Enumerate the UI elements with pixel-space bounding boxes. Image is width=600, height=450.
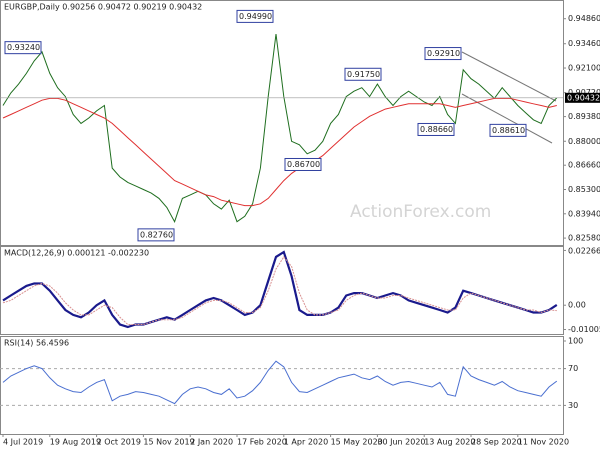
- panel-frame: [0, 246, 564, 335]
- annotation-label: 0.88610: [492, 126, 525, 135]
- panel-frame: [0, 336, 564, 435]
- series-line: [2, 250, 558, 329]
- x-tick-label: 28 Sep 2020: [471, 438, 522, 447]
- series-line: [2, 256, 557, 325]
- annotation-box: [4, 41, 42, 55]
- annotation-label: 0.93240: [7, 43, 40, 52]
- x-tick-label: 15 Nov 2019: [143, 438, 194, 447]
- y-tick-label: 0.93460: [568, 39, 600, 48]
- x-tick-label: 2 Jan 2020: [190, 438, 233, 447]
- annotation-label: 0.94990: [239, 12, 272, 21]
- annotation-box: [424, 47, 462, 61]
- y-tick-label: 0.92100: [568, 64, 600, 73]
- annotation-box: [284, 157, 322, 171]
- series-line: [2, 360, 558, 405]
- annotation-label: 0.88660: [420, 125, 453, 134]
- annotation-box: [417, 122, 455, 136]
- x-tick-label: 19 Aug 2019: [50, 438, 101, 447]
- y-tick-label: 0.89380: [568, 112, 600, 121]
- annotation-box: [236, 9, 274, 23]
- annotation: 0.91750: [344, 67, 382, 81]
- annotation-label: 0.92910: [427, 49, 460, 58]
- y-tick-label: 0.90720: [568, 88, 600, 97]
- y-tick-label: 0.88000: [568, 137, 600, 146]
- panel-title: RSI(14) 56.4596: [4, 339, 69, 348]
- annotation-label: 0.91750: [347, 70, 380, 79]
- annotation: 0.88610: [489, 123, 527, 137]
- y-tick-label: 0.86660: [568, 161, 600, 170]
- x-tick-label: 17 Feb 2020: [237, 438, 287, 447]
- x-tick-label: 30 Jun 2020: [377, 438, 425, 447]
- annotation-box: [489, 123, 527, 137]
- panel-title: EURGBP,Daily 0.90256 0.90472 0.90219 0.9…: [4, 3, 202, 12]
- series-line: [2, 34, 558, 223]
- x-tick-label: 1 Apr 2020: [284, 438, 328, 447]
- current-price-box: [565, 92, 600, 103]
- y-tick-label: -0.010052: [568, 325, 600, 334]
- y-tick-label: 100: [568, 337, 583, 346]
- x-tick-label: 13 Aug 2020: [424, 438, 475, 447]
- annotation: 0.92910: [424, 47, 462, 61]
- annotation: 0.88660: [417, 122, 455, 136]
- panel-frame: [0, 0, 564, 246]
- annotation-box: [137, 228, 175, 242]
- annotation: 0.82760: [137, 228, 175, 242]
- current-price-label: 0.90432: [567, 93, 600, 102]
- y-tick-label: 0.94860: [568, 14, 600, 23]
- watermark: ActionForex.com: [350, 202, 491, 222]
- panel-title: MACD(12,26,9) 0.000121 -0.002230: [4, 249, 149, 258]
- annotation: 0.94990: [236, 9, 274, 23]
- y-tick-label: 30: [568, 401, 578, 410]
- annotation-label: 0.82760: [140, 230, 173, 239]
- x-tick-label: 15 May 2020: [331, 438, 383, 447]
- channel-line: [461, 51, 557, 102]
- annotation-box: [344, 67, 382, 81]
- y-tick-label: 0.83940: [568, 209, 600, 218]
- y-tick-label: 0.022662: [568, 247, 600, 256]
- y-tick-label: 0.00: [568, 301, 586, 310]
- x-tick-label: 11 Nov 2020: [518, 438, 569, 447]
- annotation: 0.86700: [284, 157, 322, 171]
- x-tick-label: 4 Jul 2019: [3, 438, 43, 447]
- annotation-label: 0.86700: [287, 160, 320, 169]
- y-tick-label: 0.85300: [568, 185, 600, 194]
- y-tick-label: 0.82580: [568, 234, 600, 243]
- x-tick-label: 2 Oct 2019: [97, 438, 141, 447]
- series-line: [2, 97, 557, 207]
- y-tick-label: 70: [568, 364, 578, 373]
- annotation: 0.93240: [4, 41, 42, 55]
